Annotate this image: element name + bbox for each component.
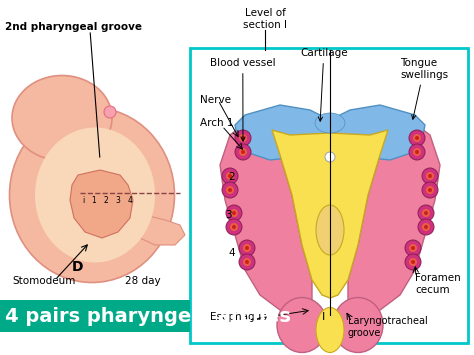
Circle shape (235, 130, 251, 146)
Circle shape (230, 223, 238, 231)
Circle shape (409, 258, 417, 266)
Polygon shape (272, 130, 388, 298)
Circle shape (411, 246, 415, 250)
Circle shape (228, 188, 232, 192)
Text: I: I (322, 312, 325, 322)
Text: 2nd pharyngeal groove: 2nd pharyngeal groove (5, 22, 142, 32)
Text: Laryngotracheal
groove: Laryngotracheal groove (348, 316, 428, 338)
Ellipse shape (277, 297, 327, 353)
Circle shape (232, 225, 236, 229)
Ellipse shape (35, 127, 155, 262)
Circle shape (243, 258, 251, 266)
Ellipse shape (316, 205, 344, 255)
Text: D: D (72, 260, 84, 274)
Circle shape (411, 260, 415, 264)
Circle shape (426, 172, 434, 180)
Circle shape (424, 225, 428, 229)
Circle shape (239, 134, 247, 142)
Circle shape (222, 182, 238, 198)
Polygon shape (125, 210, 185, 245)
Circle shape (241, 150, 245, 154)
Polygon shape (70, 170, 133, 238)
Text: 3: 3 (225, 210, 232, 220)
Text: Arch 1: Arch 1 (200, 118, 234, 128)
Circle shape (230, 209, 238, 217)
Text: 4 pairs pharyngeal arches: 4 pairs pharyngeal arches (5, 306, 291, 326)
Circle shape (409, 244, 417, 252)
Circle shape (228, 174, 232, 178)
Circle shape (226, 205, 242, 221)
Circle shape (226, 172, 234, 180)
Ellipse shape (333, 297, 383, 353)
Circle shape (239, 240, 255, 256)
Circle shape (235, 144, 251, 160)
Text: 3: 3 (116, 196, 120, 205)
Circle shape (245, 246, 249, 250)
Circle shape (241, 136, 245, 140)
Circle shape (422, 209, 430, 217)
Ellipse shape (9, 108, 174, 283)
Circle shape (239, 254, 255, 270)
Circle shape (226, 219, 242, 235)
FancyBboxPatch shape (0, 300, 190, 332)
Ellipse shape (316, 307, 344, 353)
Circle shape (422, 168, 438, 184)
Circle shape (415, 136, 419, 140)
Circle shape (428, 188, 432, 192)
FancyBboxPatch shape (190, 48, 468, 343)
Text: Level of
section I: Level of section I (243, 8, 287, 31)
Circle shape (245, 260, 249, 264)
Ellipse shape (12, 76, 112, 160)
Circle shape (424, 211, 428, 215)
Circle shape (232, 211, 236, 215)
Circle shape (426, 186, 434, 194)
Circle shape (243, 244, 251, 252)
Text: Stomodeum: Stomodeum (12, 276, 75, 286)
Circle shape (428, 174, 432, 178)
Text: 1: 1 (91, 196, 96, 205)
Text: 4: 4 (128, 196, 132, 205)
Text: Nerve: Nerve (200, 95, 231, 105)
Circle shape (422, 182, 438, 198)
Circle shape (409, 144, 425, 160)
Circle shape (405, 240, 421, 256)
Circle shape (226, 186, 234, 194)
Polygon shape (235, 105, 425, 160)
Circle shape (422, 223, 430, 231)
Circle shape (239, 148, 247, 156)
Text: Foramen
cecum: Foramen cecum (415, 273, 461, 295)
Circle shape (413, 148, 421, 156)
Text: 4: 4 (228, 248, 235, 258)
Circle shape (415, 150, 419, 154)
Circle shape (325, 152, 335, 162)
Text: 28 day: 28 day (125, 276, 161, 286)
Circle shape (418, 219, 434, 235)
Circle shape (413, 134, 421, 142)
Text: 2: 2 (228, 172, 235, 182)
Polygon shape (220, 120, 312, 313)
Text: Tongue
swellings: Tongue swellings (400, 58, 448, 119)
Circle shape (405, 254, 421, 270)
Text: Blood vessel: Blood vessel (210, 58, 275, 141)
Text: i: i (82, 196, 84, 205)
Circle shape (409, 130, 425, 146)
Circle shape (418, 205, 434, 221)
Text: Esophagus: Esophagus (210, 312, 267, 322)
Circle shape (222, 168, 238, 184)
Circle shape (104, 106, 116, 118)
Text: 2: 2 (104, 196, 109, 205)
Polygon shape (348, 120, 440, 313)
Text: Cartilage: Cartilage (300, 48, 347, 121)
Ellipse shape (315, 113, 345, 133)
